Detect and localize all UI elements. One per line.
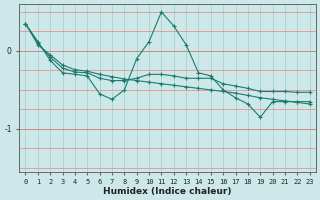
X-axis label: Humidex (Indice chaleur): Humidex (Indice chaleur) — [103, 187, 232, 196]
